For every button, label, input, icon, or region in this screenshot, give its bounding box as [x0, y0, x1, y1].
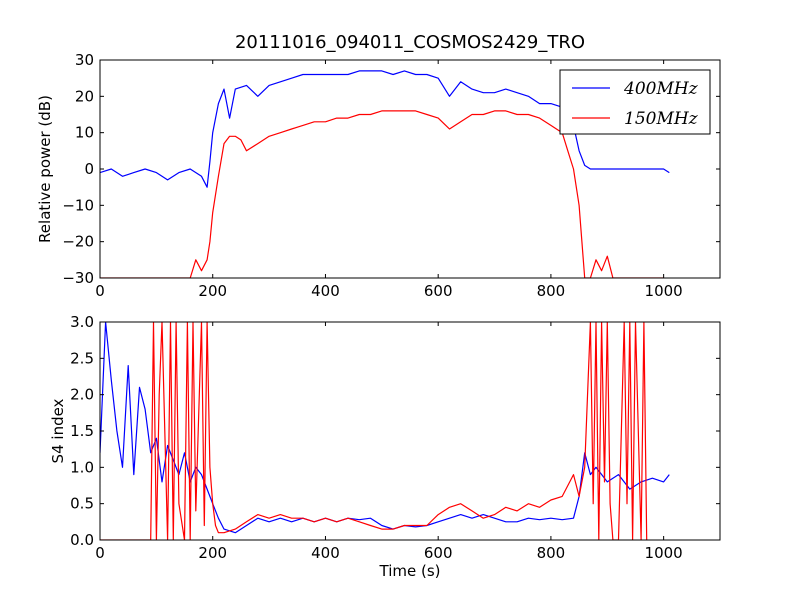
s4-ytick-label: 0.5 — [70, 495, 94, 513]
s4-series-150mhz — [100, 322, 648, 540]
power-series-400mhz — [100, 70, 670, 188]
s4-ytick-label: 1.0 — [70, 458, 94, 476]
power-xtick-label: 400 — [311, 282, 340, 300]
chart-title: 20111016_094011_COSMOS2429_TRO — [235, 32, 585, 53]
legend-400mhz-label: 400MHz — [623, 79, 699, 99]
s4-ylabel: S4 index — [49, 398, 67, 463]
s4-xtick-label: 400 — [311, 544, 340, 562]
s4-xlabel: Time (s) — [379, 562, 441, 580]
power-ytick-label: 0 — [84, 160, 94, 178]
power-xtick-label: 1000 — [645, 282, 683, 300]
s4-xtick-label: 800 — [537, 544, 566, 562]
power-xtick-label: 800 — [537, 282, 566, 300]
s4-xtick-label: 1000 — [645, 544, 683, 562]
legend: 400MHz 150MHz — [559, 69, 711, 135]
power-series-group — [100, 70, 670, 278]
s4-xtick-label: 600 — [424, 544, 453, 562]
power-ticks: 0 200 400 600 800 1000 −30 −20 −10 0 10 20 30 — [62, 51, 720, 300]
legend-150mhz-label: 150MHz — [624, 109, 699, 129]
power-ytick-label: 30 — [75, 51, 94, 69]
power-xtick-label: 0 — [95, 282, 105, 300]
s4-ytick-label: 3.0 — [70, 313, 94, 331]
s4-ticks: 0 200 400 600 800 1000 0.0 0.5 1.0 1.5 2.0 2.5 3.0 — [70, 313, 720, 562]
power-ytick-label: −30 — [62, 269, 94, 287]
power-panel: 0 200 400 600 800 1000 −30 −20 −10 0 10 20 30 Relati… — [36, 51, 721, 300]
s4-series-group — [100, 322, 670, 540]
s4-ytick-label: 2.0 — [70, 386, 94, 404]
power-xtick-label: 200 — [198, 282, 227, 300]
power-ytick-label: −20 — [62, 233, 94, 251]
s4-ytick-label: 1.5 — [70, 422, 94, 440]
power-ytick-label: 10 — [75, 124, 94, 142]
power-xtick-label: 600 — [424, 282, 453, 300]
power-ylabel: Relative power (dB) — [36, 95, 54, 243]
s4-panel: 0 200 400 600 800 1000 0.0 0.5 1.0 1.5 2.0 2.5 3.0 S… — [49, 313, 721, 580]
power-ytick-label: −10 — [62, 196, 94, 214]
s4-xtick-label: 200 — [198, 544, 227, 562]
s4-ytick-label: 0.0 — [70, 531, 94, 549]
legend-box — [559, 69, 711, 135]
s4-xtick-label: 0 — [95, 544, 105, 562]
power-ytick-label: 20 — [75, 87, 94, 105]
s4-ytick-label: 2.5 — [70, 349, 94, 367]
power-series-150mhz — [100, 110, 664, 278]
